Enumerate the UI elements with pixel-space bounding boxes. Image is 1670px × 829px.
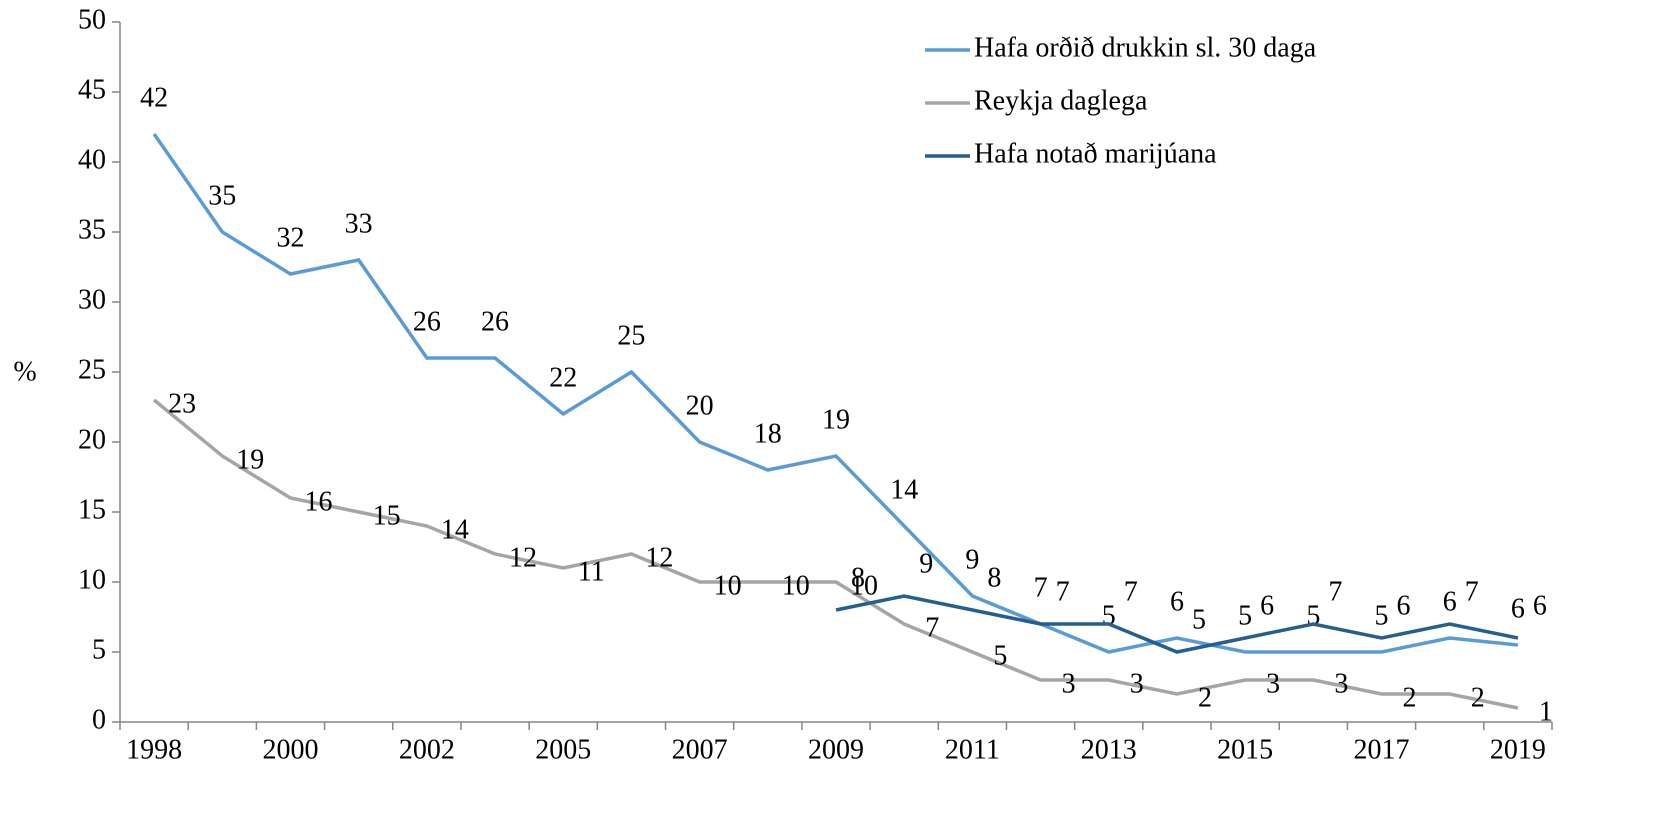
data-label: 3 <box>1062 668 1076 699</box>
data-label: 25 <box>617 320 645 351</box>
data-label: 6 <box>1260 590 1274 621</box>
data-label: 7 <box>1034 572 1048 603</box>
data-label: 3 <box>1334 668 1348 699</box>
data-label: 26 <box>481 306 509 337</box>
y-axis-label: % <box>13 356 36 387</box>
x-tick-label: 2002 <box>399 734 455 765</box>
data-label: 19 <box>822 404 850 435</box>
y-tick-label: 35 <box>78 214 106 245</box>
x-tick-label: 2009 <box>808 734 864 765</box>
data-label: 5 <box>1375 600 1389 631</box>
data-label: 22 <box>549 362 577 393</box>
y-tick-label: 40 <box>78 144 106 175</box>
data-label: 7 <box>925 612 939 643</box>
data-label: 23 <box>168 388 196 419</box>
x-tick-label: 2013 <box>1081 734 1137 765</box>
data-label: 7 <box>1056 576 1070 607</box>
data-label: 2 <box>1198 682 1212 713</box>
data-label: 35 <box>208 180 236 211</box>
y-tick-label: 5 <box>92 634 106 665</box>
x-tick-label: 2011 <box>945 734 1000 765</box>
data-label: 9 <box>919 548 933 579</box>
data-label: 2 <box>1403 682 1417 713</box>
y-tick-label: 20 <box>78 424 106 455</box>
legend-label: Reykja daglega <box>974 85 1148 116</box>
data-label: 19 <box>236 444 264 475</box>
x-tick-label: 2005 <box>535 734 591 765</box>
data-label: 6 <box>1533 590 1547 621</box>
data-label: 14 <box>441 514 469 545</box>
data-label: 3 <box>1266 668 1280 699</box>
y-tick-label: 0 <box>92 704 106 735</box>
data-label: 16 <box>304 486 332 517</box>
data-label: 2 <box>1471 682 1485 713</box>
series-line <box>152 133 1519 654</box>
data-label: 7 <box>1328 576 1342 607</box>
y-tick-label: 50 <box>78 4 106 35</box>
data-label: 20 <box>686 390 714 421</box>
data-label: 1 <box>1539 696 1553 727</box>
data-label: 33 <box>345 208 373 239</box>
x-tick-label: 2019 <box>1490 734 1546 765</box>
data-label: 9 <box>965 544 979 575</box>
x-tick-label: 2000 <box>262 734 318 765</box>
x-tick-label: 2015 <box>1217 734 1273 765</box>
data-label: 18 <box>754 418 782 449</box>
data-label: 42 <box>140 82 168 113</box>
data-label: 3 <box>1130 668 1144 699</box>
y-tick-label: 10 <box>78 564 106 595</box>
y-tick-label: 15 <box>78 494 106 525</box>
x-tick-label: 2007 <box>672 734 728 765</box>
data-label: 5 <box>1238 600 1252 631</box>
data-label: 14 <box>890 474 918 505</box>
data-label: 6 <box>1511 593 1525 624</box>
y-tick-label: 30 <box>78 284 106 315</box>
legend-label: Hafa notað marijúana <box>974 138 1217 169</box>
data-label: 10 <box>850 570 878 601</box>
data-label: 12 <box>509 542 537 573</box>
series-line <box>835 594 1519 654</box>
data-label: 12 <box>645 542 673 573</box>
data-label: 7 <box>1124 576 1138 607</box>
data-label: 8 <box>987 562 1001 593</box>
data-label: 8 <box>851 562 865 593</box>
data-label: 6 <box>1170 586 1184 617</box>
x-tick-label: 2017 <box>1354 734 1410 765</box>
data-label: 10 <box>714 570 742 601</box>
y-tick-label: 45 <box>78 74 106 105</box>
x-tick-label: 1998 <box>126 734 182 765</box>
data-label: 15 <box>373 500 401 531</box>
data-label: 5 <box>1192 604 1206 635</box>
data-label: 6 <box>1443 586 1457 617</box>
data-label: 7 <box>1465 576 1479 607</box>
data-label: 11 <box>578 556 605 587</box>
data-label: 10 <box>782 570 810 601</box>
legend-label: Hafa orðið drukkin sl. 30 daga <box>974 32 1317 63</box>
series-line <box>152 398 1519 710</box>
y-tick-label: 25 <box>78 354 106 385</box>
data-label: 5 <box>993 640 1007 671</box>
data-label: 6 <box>1397 590 1411 621</box>
data-label: 32 <box>276 222 304 253</box>
data-label: 26 <box>413 306 441 337</box>
